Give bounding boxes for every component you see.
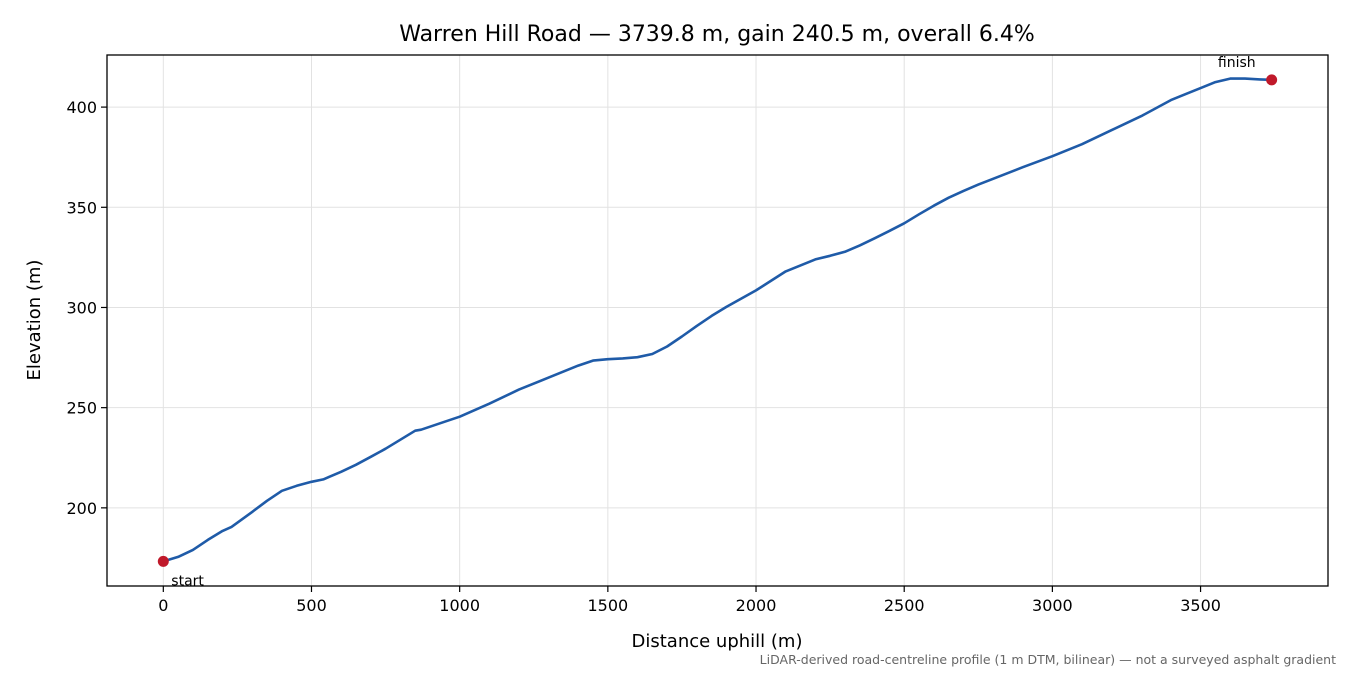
x-axis-label: Distance uphill (m) [632,631,803,652]
y-tick-label: 200 [66,499,97,518]
start-marker [157,555,169,567]
start-label: start [171,573,204,589]
y-tick-label: 300 [66,298,97,317]
x-tick-label: 3000 [1032,596,1073,615]
y-tick-label: 250 [66,399,97,418]
x-tick-label: 1500 [587,596,628,615]
finish-label: finish [1218,55,1256,71]
grid-lines [107,55,1328,586]
elevation-line [162,77,1273,563]
x-tick-label: 500 [296,596,327,615]
x-tick-label: 3500 [1180,596,1221,615]
y-tick-label: 400 [66,98,97,117]
x-tick-label: 0 [158,596,168,615]
axis-ticks: 0 500 1000 1500 2000 2500 3000 3500 200 250 300 350… [66,98,1220,615]
chart-title: Warren Hill Road — 3739.8 m, gain 240.5 … [399,22,1035,47]
y-tick-label: 350 [66,198,97,217]
finish-marker [1266,74,1278,86]
plot-frame [106,54,1329,587]
data-layer: start finish [157,55,1278,589]
y-axis-label: Elevation (m) [24,260,45,381]
x-tick-label: 2000 [736,596,777,615]
x-tick-label: 2500 [884,596,925,615]
x-tick-label: 1000 [439,596,480,615]
footnote: LiDAR-derived road-centreline profile (1… [759,652,1336,667]
